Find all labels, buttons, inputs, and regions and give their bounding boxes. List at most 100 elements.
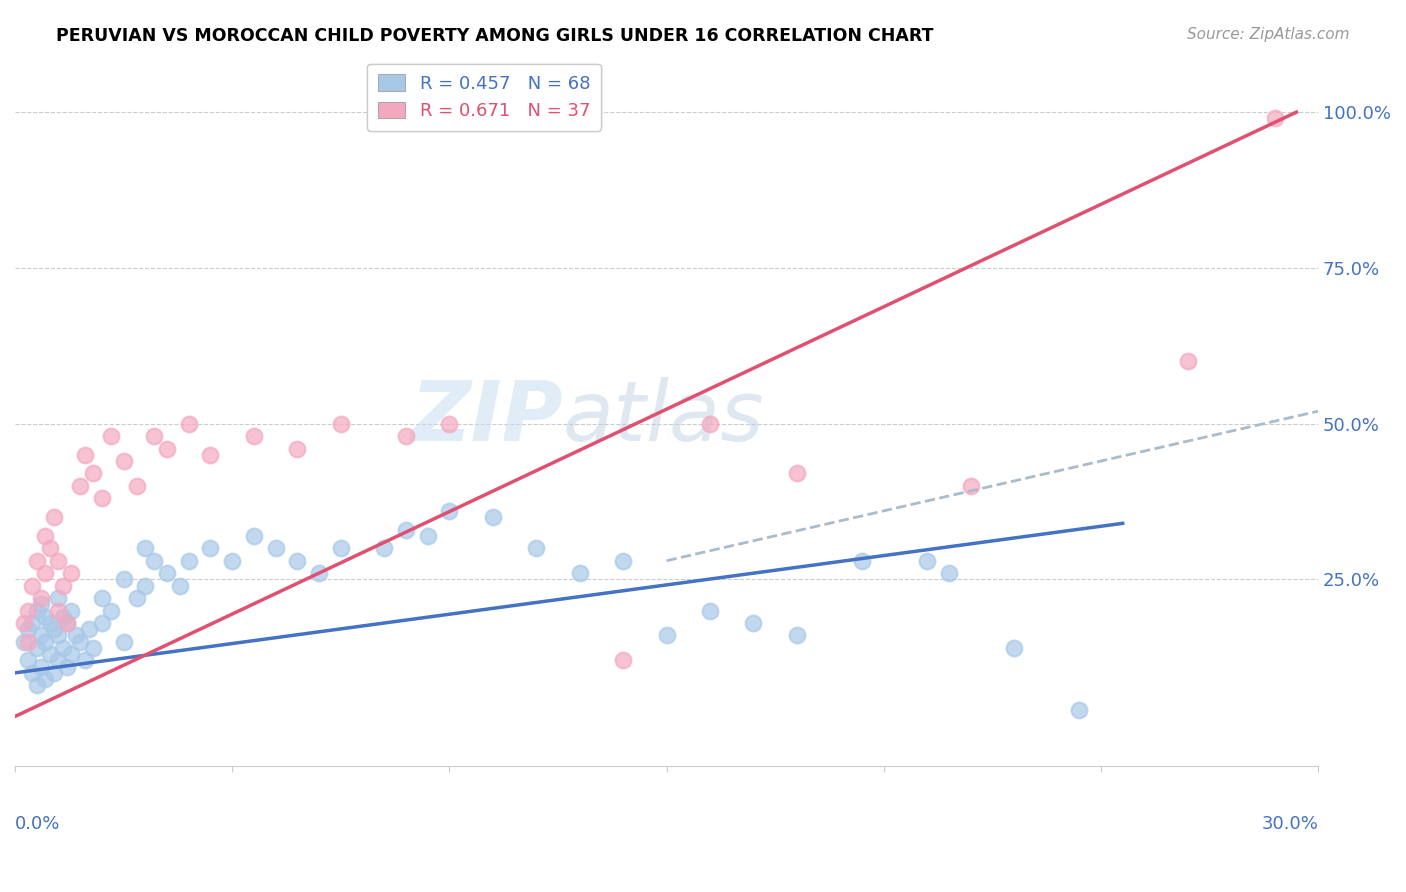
Point [30, 591, 52, 606]
Point [612, 554, 634, 568]
Point [655, 628, 678, 642]
Point [13, 634, 35, 648]
Point [56, 659, 79, 673]
Point [34, 566, 56, 581]
Point [42, 622, 65, 636]
Point [25, 640, 48, 655]
Point [60, 603, 83, 617]
Point [17, 653, 39, 667]
Point [786, 467, 808, 481]
Point [329, 417, 352, 431]
Point [243, 429, 266, 443]
Point [30, 598, 52, 612]
Point [21, 579, 44, 593]
Point [48, 554, 70, 568]
Point [221, 554, 243, 568]
Point [82, 640, 104, 655]
Text: 0.0%: 0.0% [15, 815, 60, 833]
Point [439, 504, 461, 518]
Point [100, 603, 122, 617]
Point [52, 579, 75, 593]
Point [34, 609, 56, 624]
Point [308, 566, 330, 581]
Point [73, 653, 96, 667]
Text: Source: ZipAtlas.com: Source: ZipAtlas.com [1187, 27, 1350, 42]
Point [34, 672, 56, 686]
Point [90, 591, 112, 606]
Point [21, 615, 44, 630]
Point [156, 566, 179, 581]
Point [112, 454, 135, 468]
Point [17, 622, 39, 636]
Point [373, 541, 395, 556]
Point [52, 640, 75, 655]
Point [38, 647, 60, 661]
Point [243, 529, 266, 543]
Point [34, 529, 56, 543]
Point [48, 591, 70, 606]
Point [52, 609, 75, 624]
Point [38, 541, 60, 556]
Point [60, 566, 83, 581]
Point [482, 510, 505, 524]
Text: 30.0%: 30.0% [1261, 815, 1319, 833]
Point [200, 541, 222, 556]
Point [1002, 640, 1025, 655]
Point [143, 429, 166, 443]
Point [786, 628, 808, 642]
Point [56, 615, 79, 630]
Point [25, 603, 48, 617]
Point [285, 554, 308, 568]
Point [90, 491, 112, 506]
Point [69, 634, 91, 648]
Point [699, 603, 721, 617]
Point [48, 628, 70, 642]
Point [100, 429, 122, 443]
Point [30, 628, 52, 642]
Point [851, 554, 873, 568]
Point [264, 541, 287, 556]
Point [395, 429, 418, 443]
Point [125, 591, 148, 606]
Point [612, 653, 634, 667]
Point [73, 448, 96, 462]
Point [156, 442, 179, 456]
Point [42, 665, 65, 680]
Point [1264, 112, 1286, 126]
Text: atlas: atlas [562, 377, 763, 458]
Point [13, 615, 35, 630]
Point [200, 448, 222, 462]
Point [48, 653, 70, 667]
Point [169, 579, 191, 593]
Point [56, 615, 79, 630]
Point [1177, 354, 1199, 368]
Text: ZIP: ZIP [409, 377, 562, 458]
Point [285, 442, 308, 456]
Point [90, 615, 112, 630]
Point [1069, 703, 1091, 717]
Point [82, 467, 104, 481]
Point [38, 615, 60, 630]
Point [134, 579, 156, 593]
Point [959, 479, 981, 493]
Point [21, 665, 44, 680]
Point [143, 554, 166, 568]
Point [60, 647, 83, 661]
Point [915, 554, 938, 568]
Point [112, 634, 135, 648]
Point [742, 615, 765, 630]
Point [329, 541, 352, 556]
Point [439, 417, 461, 431]
Point [17, 634, 39, 648]
Point [17, 603, 39, 617]
Point [938, 566, 960, 581]
Point [25, 554, 48, 568]
Point [699, 417, 721, 431]
Point [42, 510, 65, 524]
Legend: R = 0.457   N = 68, R = 0.671   N = 37: R = 0.457 N = 68, R = 0.671 N = 37 [367, 63, 600, 131]
Point [524, 541, 547, 556]
Point [25, 678, 48, 692]
Point [77, 622, 100, 636]
Point [134, 541, 156, 556]
Point [416, 529, 439, 543]
